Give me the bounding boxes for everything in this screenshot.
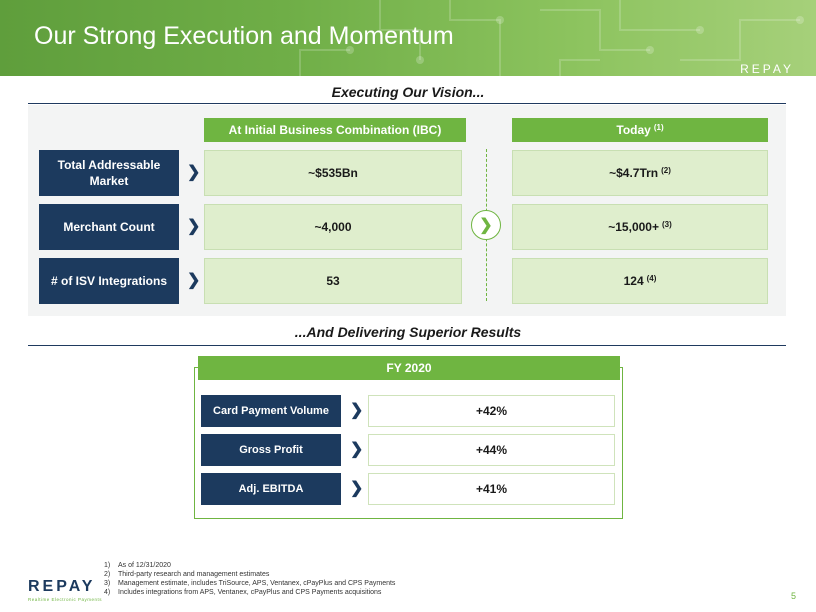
- today-value-tam-text: ~$4.7Trn: [609, 166, 659, 180]
- footnote: 4) Includes integrations from APS, Ventan…: [104, 589, 382, 596]
- repay-logo: REPAY Realtime Electronic Payments: [28, 578, 102, 602]
- today-value-tam-note: (2): [661, 165, 671, 175]
- footnote: 3) Management estimate, includes TriSourc…: [104, 580, 396, 587]
- today-value-merchants-note: (3): [661, 219, 672, 229]
- result-label-card-volume: Card Payment Volume: [201, 395, 341, 427]
- col-header-ibc: At Initial Business Combination (IBC): [204, 118, 466, 142]
- row-label-tam: Total Addressable Market: [39, 150, 179, 196]
- progress-chevron-icon: ❯: [471, 210, 501, 240]
- brand-logo-top: REPAY: [740, 62, 794, 76]
- today-value-tam: ~$4.7Trn (2): [512, 150, 768, 196]
- result-value-adj-ebitda: +41%: [368, 473, 615, 505]
- ibc-value-merchants: ~4,000: [204, 204, 462, 250]
- chevron-right-icon: ❯: [350, 480, 364, 497]
- logo-wordmark: REPAY: [28, 578, 96, 595]
- today-value-merchants: ~15,000+ (3): [512, 204, 768, 250]
- result-value-card-volume: +42%: [368, 395, 615, 427]
- chevron-right-icon: ❯: [187, 164, 201, 181]
- row-label-merchants: Merchant Count: [39, 204, 179, 250]
- ibc-value-tam: ~$535Bn: [204, 150, 462, 196]
- footnotes: 1) As of 12/31/2020 2) Third-party researc…: [104, 561, 395, 597]
- result-label-adj-ebitda: Adj. EBITDA: [201, 473, 341, 505]
- chevron-right-icon: ❯: [187, 272, 201, 289]
- vision-heading: Executing Our Vision...: [331, 84, 485, 100]
- col-header-today-label: Today: [616, 123, 651, 137]
- today-value-merchants-text: ~15,000+: [608, 220, 659, 234]
- today-value-isv-note: (4): [646, 273, 657, 283]
- page-number: 5: [790, 591, 796, 601]
- footnote: 1) As of 12/31/2020: [104, 562, 171, 569]
- page-title: Our Strong Execution and Momentum: [34, 22, 454, 50]
- col-header-ibc-label: At Initial Business Combination (IBC): [228, 123, 442, 137]
- chevron-right-icon: ❯: [350, 441, 364, 458]
- fy-header: FY 2020: [198, 356, 620, 380]
- result-value-gross-profit: +44%: [368, 434, 615, 466]
- today-value-isv-text: 124: [623, 274, 644, 288]
- footnote: 2) Third-party research and management es…: [104, 571, 270, 578]
- header-banner: Our Strong Execution and Momentum REPAY: [0, 0, 816, 76]
- today-value-isv: 124 (4): [512, 258, 768, 304]
- col-header-today-note: (1): [653, 122, 664, 132]
- results-heading: ...And Delivering Superior Results: [294, 324, 522, 340]
- col-header-today: Today (1): [512, 118, 768, 142]
- vision-rule: [28, 103, 786, 104]
- chevron-right-icon: ❯: [187, 218, 201, 235]
- chevron-right-icon: ❯: [350, 402, 364, 419]
- row-label-isv: # of ISV Integrations: [39, 258, 179, 304]
- logo-tagline: Realtime Electronic Payments: [28, 597, 103, 602]
- circuit-pattern: [299, 0, 804, 76]
- result-label-gross-profit: Gross Profit: [201, 434, 341, 466]
- ibc-value-isv: 53: [204, 258, 462, 304]
- results-rule: [28, 345, 786, 346]
